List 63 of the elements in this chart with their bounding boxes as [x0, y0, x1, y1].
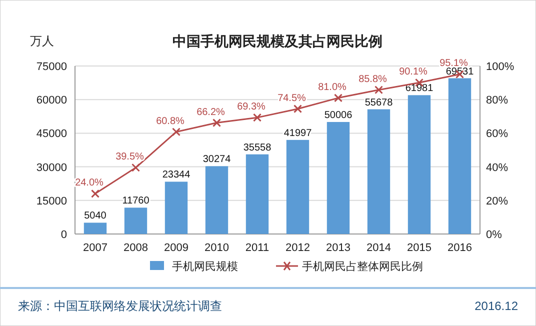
y-tick-label: 0: [60, 229, 67, 241]
data-label: 50006: [324, 110, 353, 121]
point: [294, 104, 302, 114]
x-tick-label: 2014: [366, 242, 391, 254]
y2-tick-label: 60%: [486, 128, 508, 140]
bar: [286, 140, 310, 234]
source-note: 来源：中国互联网络发展状况统计调查: [18, 299, 222, 313]
x-tick-label: 2016: [448, 242, 472, 254]
x-tick-label: 2015: [407, 242, 432, 254]
data-label: 90.1%: [399, 66, 428, 78]
bar: [124, 208, 148, 234]
data-label: 69.3%: [237, 102, 266, 113]
data-label: 35558: [243, 142, 272, 154]
bar: [408, 95, 431, 234]
point: [374, 86, 383, 94]
legend-label: 手机网民占整体网民比例: [302, 260, 423, 273]
point: [132, 163, 140, 172]
bar: [448, 78, 472, 234]
data-label: 55678: [364, 97, 394, 108]
data-label: 60.8%: [156, 116, 185, 127]
y2-tick-label: 80%: [486, 94, 508, 107]
point: [253, 113, 262, 122]
x-tick-label: 2009: [164, 242, 188, 254]
y2-tick-label: 20%: [486, 195, 508, 208]
text: 2016.12: [474, 299, 518, 313]
y-tick-label: 45000: [36, 128, 67, 140]
y2-tick-label: 100%: [486, 61, 514, 73]
data-label: 24.0%: [75, 178, 104, 189]
legend-label: 手机网民规模: [172, 260, 238, 273]
x-tick-label: 2011: [245, 242, 270, 254]
point: [212, 118, 221, 128]
x-tick-label: 2007: [83, 242, 108, 254]
data-label: 30274: [202, 154, 232, 166]
y-tick-label: 60000: [36, 94, 67, 107]
data-label: 74.5%: [278, 92, 306, 104]
bar: [246, 154, 269, 234]
bar: [205, 166, 228, 234]
x-tick-label: 2013: [326, 242, 350, 254]
y-tick-label: 75000: [36, 61, 67, 73]
data-label: 23344: [162, 170, 191, 181]
point: [172, 128, 180, 136]
data-label: 11760: [122, 196, 150, 207]
chart-title: 中国手机网民规模及其占网民比例: [172, 33, 382, 49]
data-label: 5040: [84, 210, 107, 222]
y-tick-label: 15000: [36, 195, 67, 208]
y-axis-title: 万人: [30, 34, 54, 48]
x-tick-label: 2008: [124, 242, 148, 254]
y2-tick-label: 40%: [486, 162, 508, 174]
y2-tick-label: 0%: [486, 229, 502, 241]
x-tick-label: 2012: [286, 242, 310, 254]
data-label: 85.8%: [358, 74, 388, 85]
bar: [84, 222, 107, 234]
bar: [326, 122, 350, 234]
data-label: 66.2%: [196, 106, 226, 118]
data-label: 41997: [284, 128, 312, 139]
data-label: 81.0%: [318, 82, 347, 93]
x-tick-label: 2010: [204, 242, 229, 254]
y-tick-label: 30000: [36, 162, 67, 174]
bar: [164, 182, 188, 234]
point: [334, 94, 342, 102]
point: [91, 189, 100, 198]
data-label: 39.5%: [116, 152, 144, 163]
bar: [367, 109, 390, 234]
